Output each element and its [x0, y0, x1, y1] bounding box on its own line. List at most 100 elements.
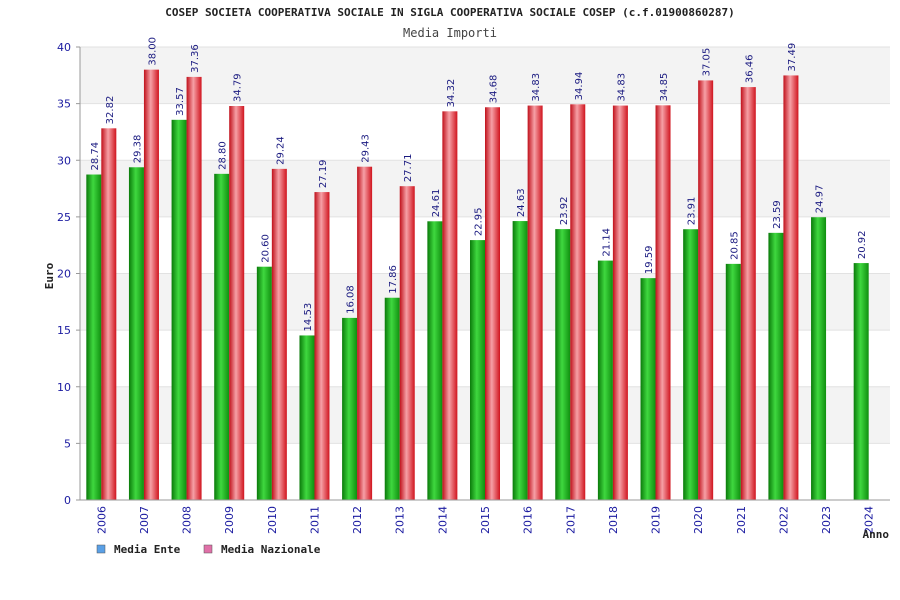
x-tick-label: 2015: [479, 506, 492, 534]
data-label: 34.32: [446, 79, 457, 108]
data-label: 16.08: [346, 285, 357, 314]
bar-media-ente: [853, 263, 869, 500]
bar-media-nazionale: [783, 75, 799, 500]
bar-media-nazionale: [442, 111, 458, 501]
data-label: 34.79: [233, 73, 244, 102]
chart-subtitle: Media Importi: [403, 26, 497, 40]
x-tick-label: 2022: [777, 506, 790, 534]
legend: Media Ente Media Nazionale: [96, 543, 321, 556]
bar-media-nazionale: [229, 106, 245, 501]
x-tick-label: 2021: [735, 506, 748, 534]
data-label: 19.59: [644, 246, 655, 275]
data-label: 34.94: [574, 72, 585, 101]
bar-media-nazionale: [740, 87, 756, 500]
data-label: 34.68: [489, 75, 500, 104]
data-label: 29.38: [132, 135, 143, 164]
x-tick-label: 2014: [436, 506, 449, 534]
bar-media-ente: [299, 335, 315, 500]
x-axis-label: Anno: [863, 528, 890, 541]
bar-media-nazionale: [612, 105, 628, 501]
bars: [86, 69, 869, 501]
data-label: 24.61: [431, 189, 442, 218]
x-tick-label: 2024: [863, 506, 876, 534]
x-tick-label: 2012: [351, 506, 364, 534]
data-label: 38.00: [147, 37, 158, 66]
x-tick-label: 2009: [223, 506, 236, 534]
y-tick-label: 0: [64, 494, 71, 507]
data-label: 29.43: [361, 134, 372, 163]
y-tick-label: 15: [57, 324, 71, 337]
y-tick-label: 30: [57, 154, 71, 167]
bar-media-ente: [640, 278, 656, 500]
bar-media-ente: [427, 221, 443, 500]
x-tick-label: 2019: [650, 506, 663, 534]
bar-media-nazionale: [570, 104, 586, 500]
bar-media-nazionale: [314, 192, 330, 501]
x-tick-label: 2010: [266, 506, 279, 534]
data-label: 24.97: [815, 185, 826, 214]
bar-media-ente: [86, 174, 102, 500]
bar-media-ente: [342, 317, 358, 500]
data-label: 36.46: [744, 54, 755, 83]
x-tick-label: 2023: [820, 506, 833, 534]
data-label: 28.74: [90, 142, 101, 171]
x-tick-label: 2020: [692, 506, 705, 534]
data-labels: 28.74 32.82 29.38 38.00 33.57 37.36 28.80 34.79…: [90, 37, 868, 331]
bar-media-nazionale: [485, 107, 500, 501]
bar-media-ente: [214, 173, 230, 500]
bar-media-nazionale: [357, 166, 373, 500]
legend-swatch-media-ente: [96, 544, 106, 554]
bar-media-nazionale: [101, 128, 117, 500]
bar-media-nazionale: [186, 76, 202, 500]
y-axis-label: Euro: [43, 262, 56, 289]
bar-media-ente: [470, 240, 485, 500]
data-label: 34.83: [531, 73, 542, 102]
data-label: 20.60: [260, 234, 271, 263]
bar-media-ente: [597, 260, 613, 500]
legend-label-media-nazionale: Media Nazionale: [221, 543, 321, 556]
data-label: 37.05: [702, 48, 713, 77]
bar-media-ente: [384, 297, 400, 500]
y-tick-label: 40: [57, 41, 71, 54]
bar-media-nazionale: [399, 186, 415, 500]
bar-media-ente: [171, 119, 187, 500]
bar-media-ente: [725, 263, 741, 500]
y-tick-label: 10: [57, 381, 71, 394]
data-label: 14.53: [303, 303, 314, 332]
data-label: 23.91: [687, 197, 698, 226]
bar-media-ente: [512, 221, 528, 500]
x-axis-ticks: 2006 2007 2008 2009 2010 2011 2012 2013 2014 2015…: [95, 506, 875, 534]
x-tick-label: 2007: [138, 506, 151, 534]
bar-media-nazionale: [143, 69, 159, 501]
chart-title: COSEP SOCIETA COOPERATIVA SOCIALE IN SIG…: [165, 6, 735, 19]
bar-media-nazionale: [527, 105, 543, 501]
data-label: 27.19: [318, 159, 329, 188]
bar-media-ente: [256, 266, 272, 500]
data-label: 34.83: [616, 73, 627, 102]
bar-media-nazionale: [698, 80, 714, 500]
data-label: 27.71: [403, 154, 414, 183]
x-tick-label: 2013: [394, 506, 407, 534]
y-tick-label: 20: [57, 268, 71, 281]
y-tick-label: 5: [64, 437, 71, 450]
data-label: 21.14: [601, 228, 612, 257]
bar-media-ente: [128, 167, 144, 501]
y-tick-label: 25: [57, 211, 71, 224]
data-label: 28.80: [218, 141, 229, 170]
y-axis-ticks: 0 5 10 15 20 25 30 35 40: [57, 41, 80, 507]
data-label: 37.36: [190, 44, 201, 73]
legend-label-media-ente: Media Ente: [114, 543, 181, 556]
x-tick-label: 2018: [607, 506, 620, 534]
data-label: 24.63: [516, 188, 527, 217]
x-tick-label: 2017: [564, 506, 577, 534]
bar-media-nazionale: [271, 168, 287, 500]
bar-media-ente: [683, 229, 699, 501]
data-label: 17.86: [388, 265, 399, 294]
data-label: 34.85: [659, 73, 670, 102]
data-label: 20.85: [729, 231, 740, 260]
x-tick-label: 2016: [522, 506, 535, 534]
y-tick-label: 35: [57, 98, 71, 111]
bar-media-ente: [768, 232, 784, 500]
data-label: 22.95: [474, 207, 485, 236]
